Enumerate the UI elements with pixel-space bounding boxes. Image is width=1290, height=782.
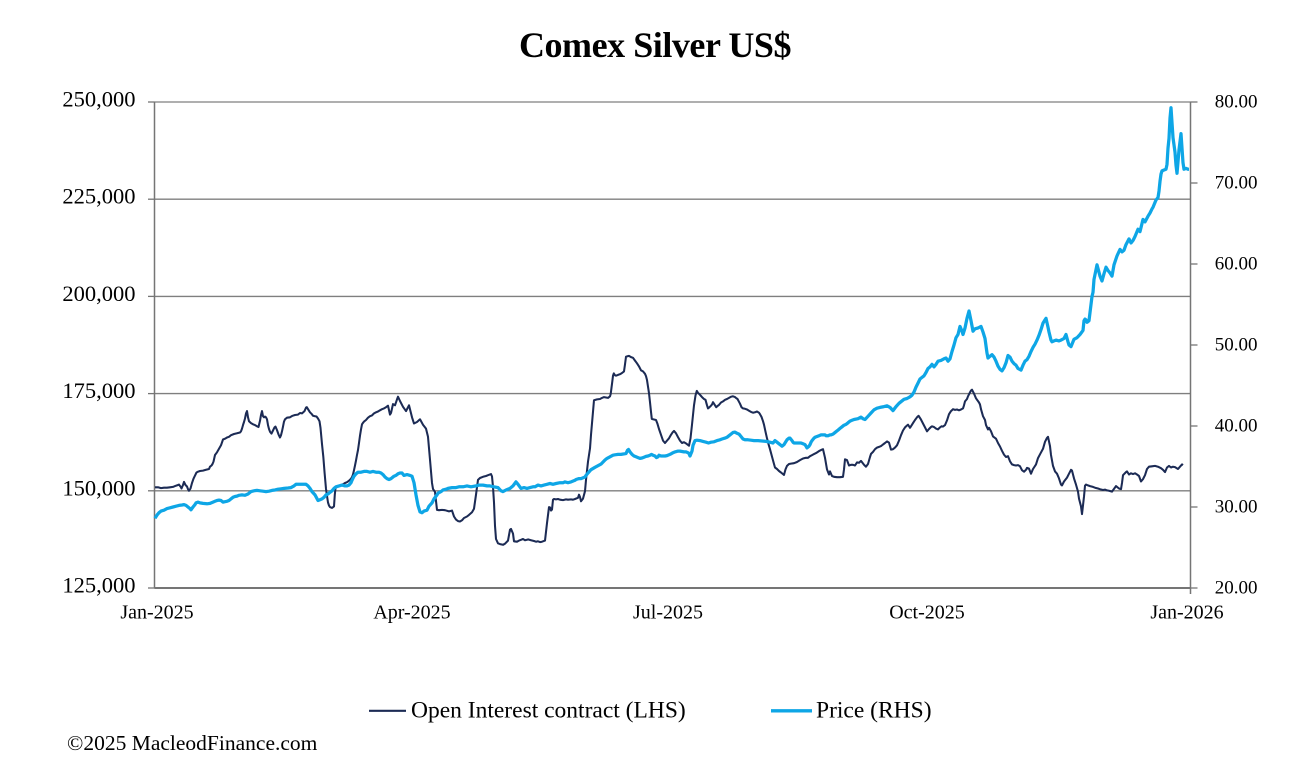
svg-text:225,000: 225,000 [62,184,135,209]
svg-text:150,000: 150,000 [62,475,135,500]
svg-text:200,000: 200,000 [62,281,135,306]
svg-text:Price (RHS): Price (RHS) [816,697,932,723]
svg-text:50.00: 50.00 [1215,335,1258,356]
svg-text:20.00: 20.00 [1215,578,1258,599]
svg-text:Comex Silver US$: Comex Silver US$ [519,25,791,65]
svg-text:Jan-2026: Jan-2026 [1150,602,1223,624]
svg-text:30.00: 30.00 [1215,497,1258,518]
svg-text:Jan-2025: Jan-2025 [120,602,193,624]
svg-text:80.00: 80.00 [1215,92,1258,113]
svg-text:©2025 MacleodFinance.com: ©2025 MacleodFinance.com [67,731,318,755]
svg-text:Apr-2025: Apr-2025 [373,602,450,624]
svg-text:Open Interest contract (LHS): Open Interest contract (LHS) [411,697,686,723]
svg-text:125,000: 125,000 [62,573,135,598]
svg-text:40.00: 40.00 [1215,416,1258,437]
svg-text:250,000: 250,000 [62,87,135,112]
svg-text:70.00: 70.00 [1215,173,1258,194]
svg-text:Jul-2025: Jul-2025 [633,602,703,624]
svg-text:175,000: 175,000 [62,378,135,403]
svg-text:Oct-2025: Oct-2025 [889,602,965,624]
svg-text:60.00: 60.00 [1215,254,1258,275]
